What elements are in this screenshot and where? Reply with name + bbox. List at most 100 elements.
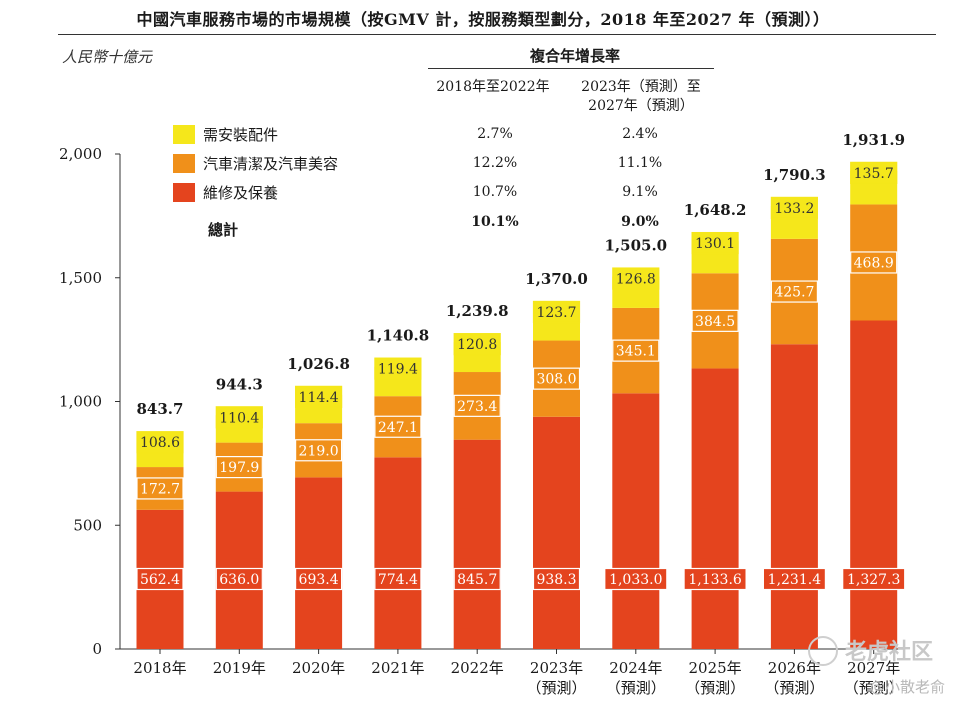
x-tick-label: 2018年 bbox=[133, 659, 186, 677]
cagr-value: 2.7% bbox=[477, 126, 513, 142]
data-label-box bbox=[374, 415, 422, 438]
bar-segment bbox=[850, 320, 898, 649]
data-label: 172.7 bbox=[140, 481, 180, 497]
x-tick-label: 2026年 bbox=[768, 659, 821, 677]
cagr-value: 12.2% bbox=[472, 155, 518, 171]
data-label: 308.0 bbox=[536, 372, 576, 388]
data-label: 384.5 bbox=[695, 314, 735, 330]
data-label-box bbox=[762, 567, 827, 591]
data-label-box bbox=[295, 385, 343, 408]
cagr-value: 2.4% bbox=[622, 126, 658, 142]
unit-label: 人民幣十億元 bbox=[62, 48, 153, 66]
cagr-header-rule bbox=[428, 68, 714, 69]
data-label: 774.4 bbox=[378, 572, 418, 588]
data-label-box bbox=[842, 567, 906, 591]
data-label: 468.9 bbox=[854, 255, 894, 271]
total-label: 1,140.8 bbox=[367, 327, 430, 345]
data-label-box bbox=[136, 567, 184, 591]
cagr-col1-header: 2018年至2022年 bbox=[436, 79, 550, 95]
total-label: 1,370.0 bbox=[525, 270, 588, 288]
data-label-box bbox=[453, 394, 501, 417]
total-label: 1,931.9 bbox=[842, 131, 905, 149]
data-label: 120.8 bbox=[457, 337, 497, 353]
data-label-box bbox=[453, 333, 501, 356]
cagr-col2-header-line2: 2027年（預測） bbox=[588, 98, 694, 114]
x-tick-label: 2022年 bbox=[451, 659, 504, 677]
x-tick-label: 2019年 bbox=[213, 659, 266, 677]
legend-swatch bbox=[173, 154, 195, 173]
data-label-box bbox=[295, 567, 343, 591]
data-label: 126.8 bbox=[616, 272, 656, 288]
legend-swatch bbox=[173, 183, 195, 202]
data-label-box bbox=[136, 431, 184, 454]
data-label: 130.1 bbox=[695, 236, 735, 252]
y-tick-label: 2,000 bbox=[59, 145, 102, 163]
data-label: 133.2 bbox=[774, 201, 814, 217]
legend-swatch bbox=[173, 125, 195, 144]
total-label: 1,026.8 bbox=[287, 355, 350, 373]
cagr-value: 9.1% bbox=[622, 184, 658, 200]
data-label: 425.7 bbox=[774, 285, 814, 301]
data-label-box bbox=[612, 267, 660, 290]
legend-label: 汽車清潔及汽車美容 bbox=[203, 155, 339, 173]
x-tick-label: 2020年 bbox=[292, 659, 345, 677]
data-label-box bbox=[453, 567, 501, 591]
total-label: 1,505.0 bbox=[604, 237, 667, 255]
total-label: 1,790.3 bbox=[763, 166, 826, 184]
bar-segment bbox=[691, 368, 739, 649]
data-label-box bbox=[532, 567, 581, 591]
data-label: 938.3 bbox=[536, 572, 576, 588]
legend-label: 維修及保養 bbox=[203, 184, 279, 202]
data-label-box bbox=[604, 567, 668, 591]
y-tick-label: 1,000 bbox=[59, 393, 102, 411]
x-tick-sublabel: （預測） bbox=[764, 679, 824, 697]
data-label: 345.1 bbox=[616, 344, 656, 360]
legend-item-cleaning: 汽車清潔及汽車美容 bbox=[173, 153, 338, 174]
data-label-box bbox=[532, 367, 581, 390]
bar-segment bbox=[453, 439, 501, 649]
watermark-logo-icon bbox=[808, 636, 838, 666]
x-tick-label: 2021年 bbox=[371, 659, 424, 677]
x-tick-sublabel: （預測） bbox=[685, 679, 745, 697]
data-label-box bbox=[215, 406, 263, 429]
cagr-value: 10.7% bbox=[472, 184, 518, 200]
data-label-box bbox=[850, 161, 898, 184]
watermark-brand: 老虎社区 bbox=[845, 640, 934, 665]
data-label-box bbox=[136, 477, 184, 500]
cagr-total-value: 9.0% bbox=[621, 214, 659, 230]
title-rule bbox=[58, 34, 936, 35]
bar-segment bbox=[295, 477, 343, 649]
legend-label: 需安裝配件 bbox=[203, 126, 279, 144]
x-tick-label: 2024年 bbox=[609, 659, 662, 677]
cagr-col2-header-line1: 2023年（預測）至 bbox=[581, 79, 701, 95]
data-label-box bbox=[374, 357, 422, 380]
data-label: 110.4 bbox=[219, 410, 259, 426]
bar-segment bbox=[533, 416, 580, 649]
chart-title: 中國汽車服務市場的市場規模（按GMV 計，按服務類型劃分，2018 年至2027… bbox=[136, 10, 830, 29]
total-label: 944.3 bbox=[216, 375, 263, 393]
bar-segment bbox=[770, 344, 818, 649]
data-label: 845.7 bbox=[457, 572, 497, 588]
total-label: 1,239.8 bbox=[446, 302, 509, 320]
x-tick-label: 2023年 bbox=[530, 659, 583, 677]
data-label: 197.9 bbox=[219, 460, 259, 476]
total-label: 843.7 bbox=[137, 400, 184, 418]
data-label: 135.7 bbox=[854, 166, 894, 182]
data-label: 636.0 bbox=[219, 572, 259, 588]
x-tick-sublabel: （預測） bbox=[526, 679, 586, 697]
bar-segment bbox=[374, 457, 422, 649]
cagr-header: 複合年增長率 bbox=[529, 47, 620, 65]
data-label: 1,327.3 bbox=[847, 572, 900, 588]
data-label-box bbox=[770, 196, 819, 220]
data-label: 114.4 bbox=[299, 390, 339, 406]
x-tick-label: 2027年 bbox=[847, 659, 900, 677]
watermark-author: @小散老俞 bbox=[870, 678, 946, 696]
y-tick-label: 500 bbox=[73, 516, 102, 534]
data-label: 1,133.6 bbox=[688, 572, 742, 588]
data-label-box bbox=[215, 455, 263, 479]
data-label-box bbox=[683, 567, 747, 591]
cagr-value: 11.1% bbox=[617, 155, 663, 171]
legend-total-label: 總計 bbox=[208, 221, 239, 239]
legend-item-maintenance: 維修及保養 bbox=[173, 182, 278, 203]
